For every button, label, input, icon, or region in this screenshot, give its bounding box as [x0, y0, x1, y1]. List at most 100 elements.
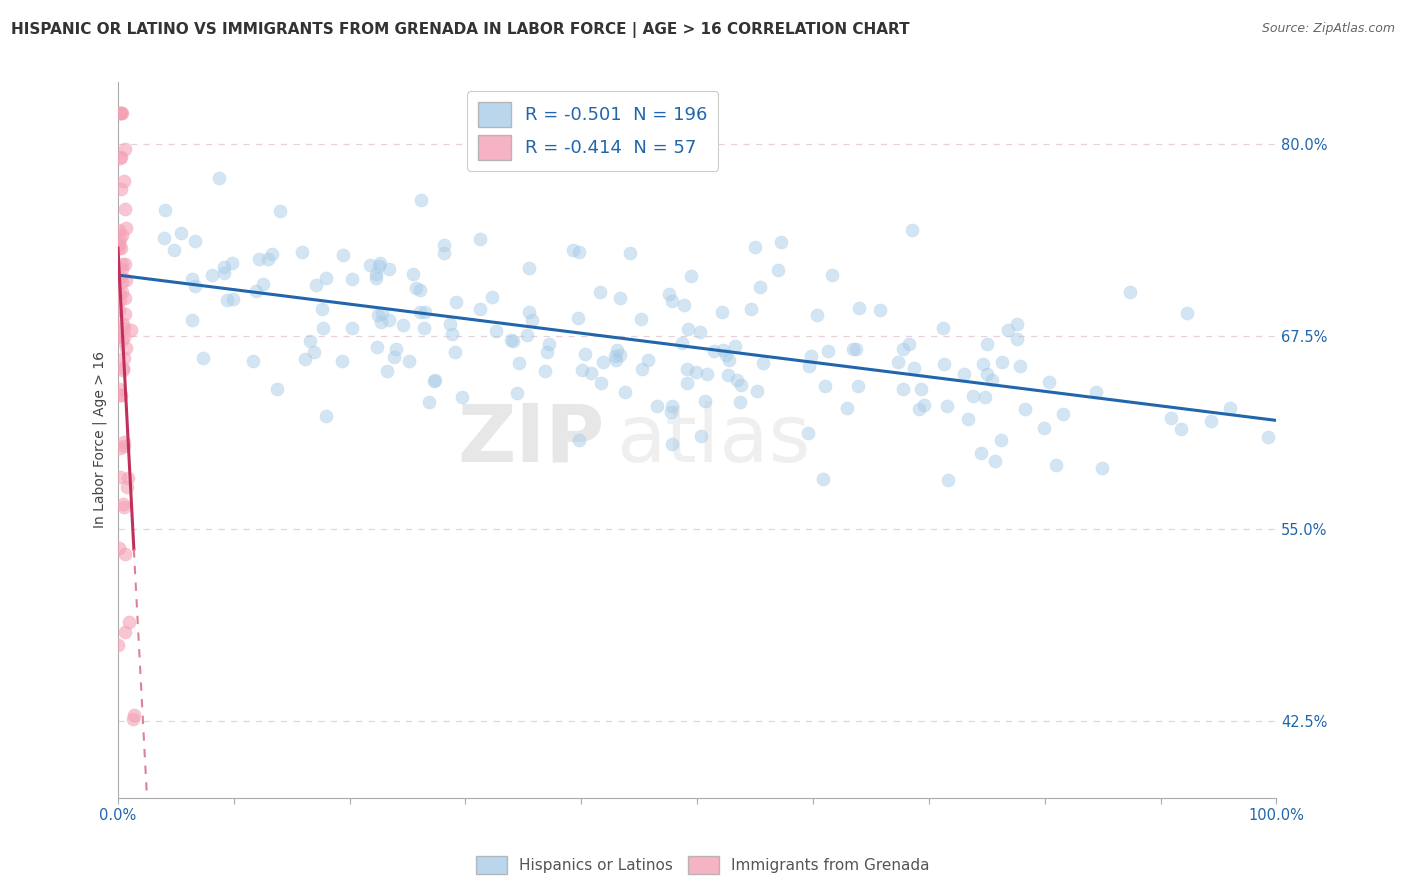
Point [111, 276, 134, 290]
Point [813, 472, 835, 486]
Point [690, 428, 713, 442]
Point [1005, 317, 1028, 331]
Point [153, 202, 176, 217]
Point [579, 366, 602, 380]
Point [340, 271, 363, 285]
Point [605, 349, 627, 363]
Point [730, 378, 752, 392]
Point [112, 500, 135, 515]
Point [1170, 422, 1192, 436]
Point [181, 313, 204, 327]
Point [702, 344, 724, 359]
Point [108, 286, 131, 301]
Point [605, 352, 627, 367]
Point [368, 256, 391, 270]
Point [112, 434, 135, 449]
Point [589, 376, 612, 390]
Point [112, 439, 135, 453]
Point [516, 328, 538, 343]
Point [370, 315, 392, 329]
Point [897, 336, 920, 351]
Point [114, 202, 136, 216]
Text: HISPANIC OR LATINO VS IMMIGRANTS FROM GRENADA IN LABOR FORCE | AGE > 16 CORRELAT: HISPANIC OR LATINO VS IMMIGRANTS FROM GR… [11, 22, 910, 38]
Point [366, 340, 388, 354]
Point [450, 390, 472, 404]
Point [661, 437, 683, 451]
Point [717, 368, 740, 382]
Point [112, 320, 135, 334]
Point [685, 365, 707, 379]
Point [221, 255, 243, 269]
Point [934, 357, 956, 371]
Point [269, 203, 291, 218]
Point [1175, 306, 1198, 320]
Point [359, 259, 381, 273]
Point [439, 317, 461, 331]
Point [567, 311, 589, 326]
Point [891, 382, 914, 396]
Point [723, 338, 745, 352]
Point [658, 287, 681, 301]
Point [212, 260, 235, 275]
Point [111, 361, 134, 376]
Point [568, 433, 591, 447]
Point [110, 181, 132, 195]
Point [481, 290, 503, 304]
Point [120, 322, 142, 336]
Point [1045, 458, 1067, 472]
Point [671, 336, 693, 351]
Point [118, 615, 141, 630]
Point [315, 409, 337, 423]
Point [1160, 411, 1182, 425]
Point [1199, 414, 1222, 428]
Point [110, 105, 132, 120]
Point [956, 412, 979, 426]
Point [837, 401, 859, 415]
Point [768, 263, 790, 277]
Point [184, 279, 207, 293]
Point [107, 330, 129, 344]
Point [1090, 461, 1112, 475]
Point [212, 267, 235, 281]
Point [485, 324, 508, 338]
Point [413, 304, 436, 318]
Point [340, 321, 363, 335]
Point [311, 301, 333, 316]
Legend: Hispanics or Latinos, Immigrants from Grenada: Hispanics or Latinos, Immigrants from Gr… [470, 850, 936, 880]
Point [748, 280, 770, 294]
Point [508, 356, 530, 370]
Point [845, 343, 868, 357]
Point [112, 330, 135, 344]
Point [536, 345, 558, 359]
Point [1032, 421, 1054, 435]
Point [592, 355, 614, 369]
Point [112, 362, 135, 376]
Point [108, 237, 131, 252]
Point [747, 384, 769, 398]
Point [718, 352, 741, 367]
Point [908, 402, 931, 417]
Text: atlas: atlas [616, 401, 810, 479]
Point [114, 341, 136, 355]
Point [740, 301, 762, 316]
Point [398, 353, 420, 368]
Point [110, 441, 132, 455]
Point [1084, 385, 1107, 400]
Point [312, 321, 335, 335]
Point [932, 321, 955, 335]
Point [111, 261, 134, 276]
Point [520, 312, 543, 326]
Point [606, 343, 628, 357]
Point [693, 393, 716, 408]
Point [728, 395, 751, 409]
Point [208, 171, 231, 186]
Point [191, 351, 214, 366]
Point [402, 267, 425, 281]
Point [990, 355, 1012, 369]
Point [201, 268, 224, 282]
Point [676, 376, 699, 390]
Point [392, 318, 415, 333]
Point [385, 342, 408, 356]
Point [169, 226, 191, 240]
Point [367, 308, 389, 322]
